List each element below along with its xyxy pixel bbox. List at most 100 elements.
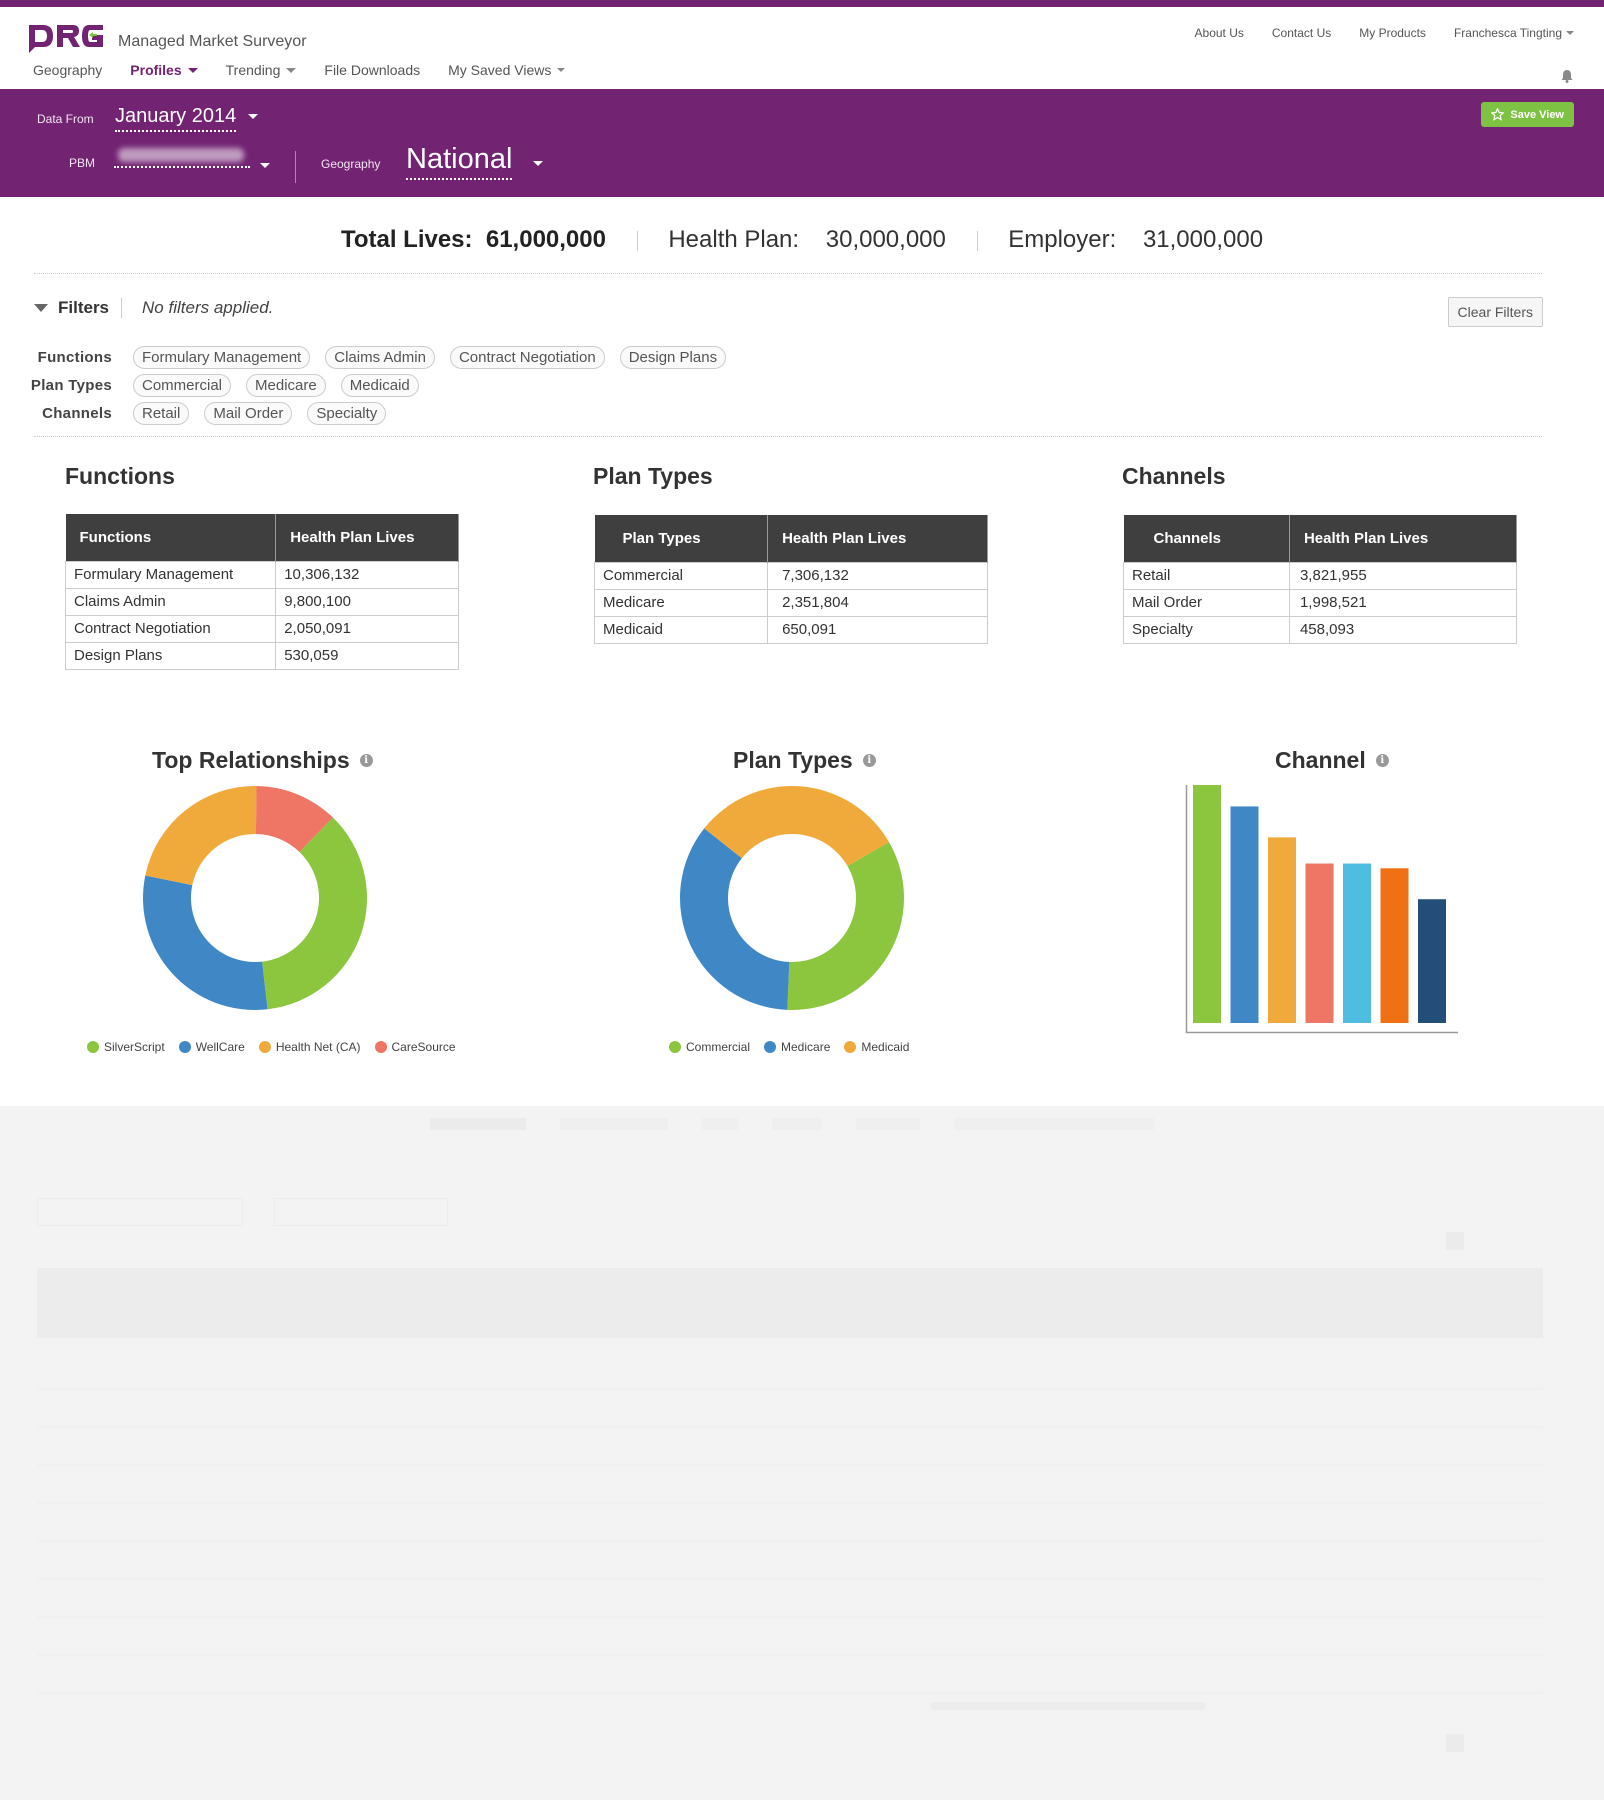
clear-filters-button[interactable]: Clear Filters [1447,297,1543,327]
table-header-row: Channels Health Plan Lives [1123,515,1518,562]
nav-saved-views[interactable]: My Saved Views [448,62,566,78]
data-from-select[interactable]: January 2014 [115,105,237,132]
column-header[interactable]: Functions [65,514,277,561]
info-icon[interactable]: i [862,754,876,767]
donut-slice-silverscript[interactable] [262,817,367,1010]
plan-types-section-title: Plan Types [593,463,713,489]
caret-down-icon [286,67,297,73]
faded-tab [772,1118,822,1130]
top-accent-bar [0,0,1604,7]
divider [34,273,1542,274]
caret-down-icon [260,163,270,168]
table-row: Medicare 2,351,804 [593,588,988,617]
filter-chip[interactable]: Commercial [133,374,232,397]
faded-table-rows [37,1352,1543,1712]
legend-item[interactable]: SilverScript [87,1040,165,1054]
caret-down-icon [187,67,198,73]
filter-chip[interactable]: Medicare [246,374,326,397]
faded-tabs [430,1118,1154,1130]
channel-bar-7[interactable] [1418,899,1446,1023]
filter-group-functions: Functions Formulary Management Claims Ad… [0,346,727,369]
faded-scrollbar [930,1702,1206,1710]
totals-summary: Total Lives: 61,000,000 Health Plan: 30,… [0,226,1604,254]
legend-item[interactable]: WellCare [178,1040,245,1054]
my-products-link[interactable]: My Products [1359,26,1426,40]
channel-bar-2[interactable] [1230,806,1259,1023]
legend-swatch [844,1041,857,1053]
info-icon[interactable]: i [359,754,373,767]
save-view-button[interactable]: Save View [1481,102,1574,127]
table-header-row: Functions Health Plan Lives [65,514,459,561]
legend-label: SilverScript [104,1040,165,1054]
table-row: Formulary Management 10,306,132 [64,560,459,589]
nav-trending[interactable]: Trending [226,62,297,78]
table-cell: Claims Admin [64,587,277,616]
channel-bar-6[interactable] [1380,868,1409,1023]
filter-chip[interactable]: Design Plans [619,346,727,369]
geography-value: National [406,143,513,175]
filter-chip[interactable]: Contract Negotiation [449,346,605,369]
channel-bar-1[interactable] [1193,785,1221,1023]
contact-us-link[interactable]: Contact Us [1271,26,1332,40]
collapse-triangle-icon[interactable] [34,304,48,312]
faded-select [37,1198,243,1226]
nav-geography[interactable]: Geography [33,62,102,78]
nav-file-downloads[interactable]: File Downloads [324,62,420,78]
channels-section-title: Channels [1122,463,1226,489]
legend-item[interactable]: Commercial [669,1040,750,1054]
filters-label[interactable]: Filters [58,298,123,318]
divider [976,230,978,251]
info-icon[interactable]: i [1375,754,1389,767]
table-cell: 7,306,132 [767,561,988,590]
legend-item[interactable]: CareSource [374,1040,456,1054]
faded-tab [702,1118,738,1130]
donut-slice-commercial[interactable] [787,842,904,1010]
table-cell: 3,821,955 [1288,561,1518,590]
table-cell: 9,800,100 [275,587,459,616]
legend-item[interactable]: Medicare [764,1040,830,1054]
filter-chip[interactable]: Formulary Management [133,346,311,369]
legend-item[interactable]: Medicaid [844,1040,909,1054]
filter-chip[interactable]: Claims Admin [325,346,435,369]
table-cell: Contract Negotiation [64,614,277,643]
user-menu[interactable]: Franchesca Tingting [1454,26,1574,40]
plan-types-legend: Commercial Medicare Medicaid [669,1040,909,1054]
chart-title-text: Channel [1275,747,1366,773]
about-us-link[interactable]: About Us [1194,26,1244,40]
column-header[interactable]: Health Plan Lives [767,515,988,562]
table-cell: Medicare [593,588,769,617]
table-cell: 458,093 [1288,615,1518,644]
filter-chip[interactable]: Medicaid [340,374,419,397]
table-cell: Medicaid [593,615,769,644]
drg-logo[interactable] [27,21,105,55]
table-cell: 650,091 [767,615,988,644]
donut-slice-health-net-ca[interactable] [145,786,257,886]
column-header[interactable]: Health Plan Lives [1289,515,1518,562]
donut-slice-caresource[interactable] [255,786,333,852]
channels-table: Channels Health Plan Lives Retail 3,821,9… [1123,515,1518,644]
donut-slice-medicare[interactable] [680,828,790,1010]
column-header[interactable]: Health Plan Lives [275,514,459,561]
filter-chip[interactable]: Specialty [307,402,387,425]
column-header[interactable]: Plan Types [594,515,769,562]
legend-item[interactable]: Health Net (CA) [258,1040,361,1054]
nav-profiles[interactable]: Profiles [130,62,198,78]
donut-slice-wellcare[interactable] [143,875,268,1010]
column-header[interactable]: Channels [1123,515,1290,562]
pbm-select[interactable] [114,144,250,168]
geography-select[interactable]: National [406,143,513,180]
bell-icon[interactable] [1560,69,1574,83]
filter-chip[interactable]: Mail Order [204,402,293,425]
table-row: Mail Order 1,998,521 [1123,588,1518,617]
donut-slice-medicaid[interactable] [704,786,889,866]
nav-profiles-label: Profiles [130,62,182,78]
filter-chip[interactable]: Retail [133,402,190,425]
channel-bar-3[interactable] [1268,837,1296,1023]
employer-value: 31,000,000 [1142,226,1264,253]
table-cell: 530,059 [275,641,459,670]
legend-label: Medicare [781,1040,831,1054]
channel-bar-4[interactable] [1305,863,1334,1023]
channel-bar-5[interactable] [1343,863,1371,1023]
filter-group-plan-types: Plan Types Commercial Medicare Medicaid [0,374,419,397]
filter-group-label: Plan Types [30,377,112,394]
